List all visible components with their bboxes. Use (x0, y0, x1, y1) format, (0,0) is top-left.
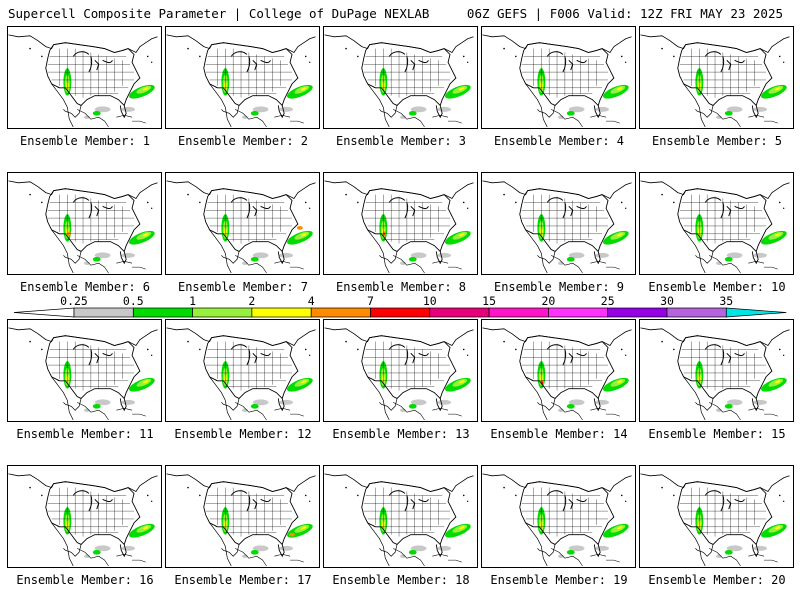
legend-color-bin (73, 307, 134, 318)
ensemble-map-19 (481, 465, 636, 568)
legend-tick-label: 20 (541, 294, 555, 308)
ensemble-map-16 (7, 465, 162, 568)
legend-color-bin (607, 307, 668, 318)
ensemble-member-label: Ensemble Member: 8 (335, 280, 467, 294)
ensemble-map-7 (165, 172, 320, 275)
ensemble-member-label: Ensemble Member: 9 (493, 280, 625, 294)
scp-field-map (324, 327, 474, 421)
scp-field-map (8, 34, 158, 128)
legend-color-bin (548, 307, 609, 318)
ensemble-member-label: Ensemble Member: 12 (174, 427, 312, 441)
ensemble-map-20 (639, 465, 794, 568)
ensemble-map-4 (481, 26, 636, 129)
color-scale-legend: 0.25 0.5 1 2 4 7 10 15 20 25 30 35 (13, 294, 787, 318)
scp-field-map (166, 180, 316, 274)
ensemble-map-3 (323, 26, 478, 129)
scp-field-map (8, 473, 158, 567)
scp-field-map (640, 473, 790, 567)
ensemble-map-2 (165, 26, 320, 129)
scp-field-map (640, 34, 790, 128)
ensemble-member-label: Ensemble Member: 3 (335, 134, 467, 148)
legend-color-bin (251, 307, 312, 318)
ensemble-map-17 (165, 465, 320, 568)
ensemble-member-label: Ensemble Member: 6 (19, 280, 151, 294)
ensemble-member-label: Ensemble Member: 16 (16, 573, 154, 587)
legend-tick-label: 2 (248, 294, 255, 308)
ensemble-member-label: Ensemble Member: 1 (19, 134, 151, 148)
run-info: 06Z GEFS | F006 Valid: 12Z FRI MAY 23 20… (466, 6, 783, 21)
ensemble-map-6 (7, 172, 162, 275)
legend-tick-label: 0.5 (123, 294, 144, 308)
ensemble-map-11 (7, 319, 162, 422)
scp-field-map (8, 180, 158, 274)
ensemble-member-label: Ensemble Member: 19 (490, 573, 628, 587)
legend-color-bin (370, 307, 431, 318)
scp-field-map (324, 34, 474, 128)
ensemble-member-label: Ensemble Member: 2 (177, 134, 309, 148)
ensemble-map-5 (639, 26, 794, 129)
ensemble-member-label: Ensemble Member: 14 (490, 427, 628, 441)
ensemble-member-label: Ensemble Member: 11 (16, 427, 154, 441)
legend-color-bin (725, 307, 787, 318)
ensemble-member-label: Ensemble Member: 17 (174, 573, 312, 587)
ensemble-map-13 (323, 319, 478, 422)
ensemble-map-8 (323, 172, 478, 275)
ensemble-member-label: Ensemble Member: 20 (648, 573, 786, 587)
ensemble-member-label: Ensemble Member: 13 (332, 427, 470, 441)
legend-tick-label: 7 (367, 294, 374, 308)
legend-tick-label: 30 (660, 294, 674, 308)
scp-field-map (166, 473, 316, 567)
legend-tick-label: 35 (719, 294, 733, 308)
ensemble-member-label: Ensemble Member: 18 (332, 573, 470, 587)
legend-low-arrow (13, 307, 75, 318)
scp-field-map (8, 327, 158, 421)
ensemble-map-12 (165, 319, 320, 422)
ensemble-member-label: Ensemble Member: 5 (651, 134, 783, 148)
map-title: Supercell Composite Parameter | College … (8, 6, 430, 21)
legend-color-bin (192, 307, 253, 318)
ensemble-member-label: Ensemble Member: 4 (493, 134, 625, 148)
ensemble-map-15 (639, 319, 794, 422)
legend-color-bin (429, 307, 490, 318)
scp-field-map (166, 34, 316, 128)
scp-field-map (324, 473, 474, 567)
ensemble-map-14 (481, 319, 636, 422)
legend-color-bin (488, 307, 549, 318)
ensemble-map-10 (639, 172, 794, 275)
ensemble-map-1 (7, 26, 162, 129)
ensemble-member-label: Ensemble Member: 15 (648, 427, 786, 441)
legend-tick-label: 0.25 (60, 294, 88, 308)
ensemble-map-18 (323, 465, 478, 568)
legend-tick-label: 25 (601, 294, 615, 308)
ensemble-map-9 (481, 172, 636, 275)
scp-field-map (482, 473, 632, 567)
scp-field-map (482, 327, 632, 421)
ensemble-member-label: Ensemble Member: 10 (648, 280, 786, 294)
legend-color-bin (666, 307, 727, 318)
ensemble-member-label: Ensemble Member: 7 (177, 280, 309, 294)
scp-field-map (324, 180, 474, 274)
scp-field-map (166, 327, 316, 421)
legend-tick-label: 15 (482, 294, 496, 308)
scp-field-map (640, 180, 790, 274)
scp-field-map (482, 34, 632, 128)
legend-color-bin (132, 307, 193, 318)
scp-field-map (482, 180, 632, 274)
legend-tick-label: 1 (189, 294, 196, 308)
legend-tick-label: 10 (423, 294, 437, 308)
scp-field-map (640, 327, 790, 421)
legend-color-bin (310, 307, 371, 318)
legend-tick-label: 4 (308, 294, 315, 308)
